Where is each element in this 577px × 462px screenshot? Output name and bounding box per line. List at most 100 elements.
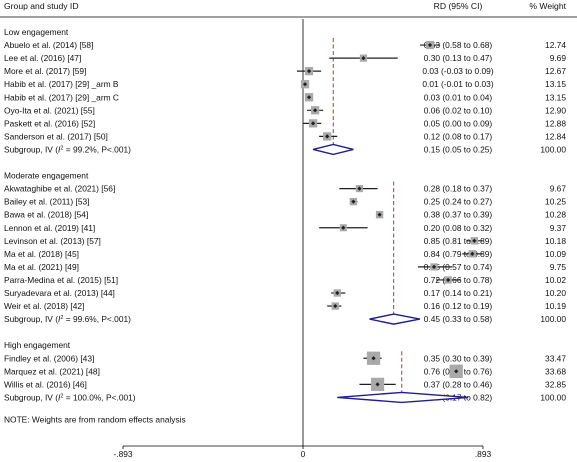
study-label: Levinson et al. (2013) [57]: [4, 236, 101, 246]
study-label: Weir et al. (2018) [42]: [4, 301, 84, 311]
study-weight: 9.37: [550, 223, 567, 233]
subtotal-label: Subgroup, IV (I2 = 99.6%, P<.001): [4, 314, 131, 324]
group-title: Moderate engagement: [4, 171, 89, 181]
study-point: [470, 251, 475, 256]
study-weight: 12.74: [545, 40, 566, 50]
study-label: Abuelo et al. (2014) [58]: [4, 40, 93, 50]
study-point: [472, 238, 477, 243]
study-label: Findley et al. (2006) [43]: [4, 353, 94, 363]
study-weight: 12.84: [545, 131, 566, 141]
study-ci-text: 0.16 (0.12 to 0.19): [424, 301, 493, 311]
header-study-label: Group and study ID: [4, 1, 79, 11]
study-point: [371, 356, 376, 361]
study-ci-text: 0.84 (0.79 to 0.89): [424, 249, 493, 259]
study-weight: 12.90: [545, 105, 566, 115]
study-weight: 33.68: [545, 366, 566, 376]
study-weight: 9.69: [550, 53, 567, 63]
subtotal-diamond: [312, 143, 354, 156]
study-point: [454, 369, 459, 374]
study-ci-text: 0.05 (0.00 to 0.09): [424, 118, 493, 128]
study-label: Bawa et al. (2018) [54]: [4, 210, 88, 220]
study-point: [302, 82, 308, 87]
study-ci-text: 0.85 (0.81 to 0.89): [424, 236, 493, 246]
study-label: Paskett et al. (2016) [52]: [4, 118, 95, 128]
subtotal-weight: 100.00: [540, 144, 566, 154]
study-point: [312, 108, 318, 113]
study-ci-text: 0.63 (0.58 to 0.68): [424, 40, 493, 50]
study-weight: 12.67: [545, 66, 566, 76]
study-weight: 9.75: [550, 262, 567, 272]
subtotal-diamond: [369, 313, 421, 325]
study-label: Marquez et al. (2021) [48]: [4, 366, 100, 376]
header-weight-label: % Weight: [529, 1, 566, 11]
study-label: Suryadevara et al. (2013) [44]: [4, 288, 115, 298]
study-weight: 10.09: [545, 249, 566, 259]
header-rd-label: RD (95% CI): [434, 1, 483, 11]
study-point: [427, 42, 433, 48]
study-ci-text: 0.65 (0.57 to 0.74): [424, 262, 493, 272]
footnote: NOTE: Weights are from random effects an…: [4, 415, 186, 425]
study-ci-text: 0.37 (0.28 to 0.46): [424, 379, 493, 389]
subtotal-ci-text: 0.15 (0.05 to 0.25): [424, 144, 493, 154]
study-label: Parra-Medina et al. (2015) [51]: [4, 275, 118, 285]
study-label: More et al. (2017) [59]: [4, 66, 86, 76]
study-ci-text: 0.17 (0.14 to 0.21): [424, 288, 493, 298]
study-label: Lennon et al. (2019) [41]: [4, 223, 95, 233]
study-point: [351, 199, 356, 204]
study-label: Sanderson et al. (2017) [50]: [4, 131, 108, 141]
x-tick-label: 0: [301, 449, 306, 459]
group-title: Low engagement: [4, 27, 69, 37]
study-label: Habib et al. (2017) [29] _arm C: [4, 92, 119, 102]
study-ci-text: 0.28 (0.18 to 0.37): [424, 184, 493, 194]
study-label: Ma et al. (2021) [49]: [4, 262, 79, 272]
study-label: Willis et al. (2016) [46]: [4, 379, 87, 389]
study-point: [361, 56, 366, 61]
x-tick-label: -.893: [113, 449, 132, 459]
study-weight: 10.25: [545, 197, 566, 207]
study-point: [377, 212, 382, 217]
study-weight: 9.67: [550, 184, 567, 194]
study-ci-text: 0.01 (-0.01 to 0.03): [422, 79, 493, 89]
study-point: [306, 69, 312, 74]
subtotal-label: Subgroup, IV (I2 = 100.0%, P<.001): [4, 392, 136, 402]
study-point: [431, 264, 437, 269]
study-ci-text: 0.38 (0.37 to 0.39): [424, 210, 493, 220]
study-point: [325, 134, 330, 139]
study-ci-text: 0.03 (-0.03 to 0.09): [422, 66, 493, 76]
study-point: [333, 303, 338, 309]
study-label: Bailey et al. (2011) [53]: [4, 197, 90, 207]
subtotal-weight: 100.00: [540, 314, 566, 324]
study-weight: 10.02: [545, 275, 566, 285]
study-ci-text: 0.06 (0.02 to 0.10): [424, 105, 493, 115]
study-point: [306, 95, 312, 100]
study-weight: 32.85: [545, 379, 566, 389]
study-point: [375, 382, 380, 387]
study-point: [310, 121, 316, 126]
study-label: Oyo-Ita et al. (2021) [55]: [4, 105, 95, 115]
study-ci-text: 0.12 (0.08 to 0.17): [424, 131, 493, 141]
study-weight: 10.20: [545, 288, 566, 298]
study-point: [446, 277, 451, 283]
x-tick-label: .893: [475, 449, 492, 459]
study-weight: 10.18: [545, 236, 566, 246]
study-weight: 13.15: [545, 92, 566, 102]
study-weight: 13.15: [545, 79, 566, 89]
subtotal-diamond: [337, 391, 469, 404]
study-ci-text: 0.30 (0.13 to 0.47): [424, 53, 493, 63]
study-label: Akwataghibe et al. (2021) [56]: [4, 184, 115, 194]
study-point: [341, 225, 346, 230]
study-label: Lee et al. (2016) [47]: [4, 53, 81, 63]
study-ci-text: 0.03 (0.01 to 0.04): [424, 92, 493, 102]
study-ci-text: 0.25 (0.24 to 0.27): [424, 197, 493, 207]
study-weight: 33.47: [545, 353, 566, 363]
study-label: Ma et al. (2018) [45]: [4, 249, 79, 259]
subtotal-ci-text: 0.45 (0.33 to 0.58): [424, 314, 493, 324]
study-weight: 10.28: [545, 210, 566, 220]
subtotal-label: Subgroup, IV (I2 = 99.2%, P<.001): [4, 144, 131, 154]
study-label: Habib et al. (2017) [29] _arm B: [4, 79, 119, 89]
study-weight: 12.88: [545, 118, 566, 128]
subtotal-weight: 100.00: [540, 392, 566, 402]
study-ci-text: 0.35 (0.30 to 0.39): [424, 353, 493, 363]
study-point: [335, 290, 340, 296]
